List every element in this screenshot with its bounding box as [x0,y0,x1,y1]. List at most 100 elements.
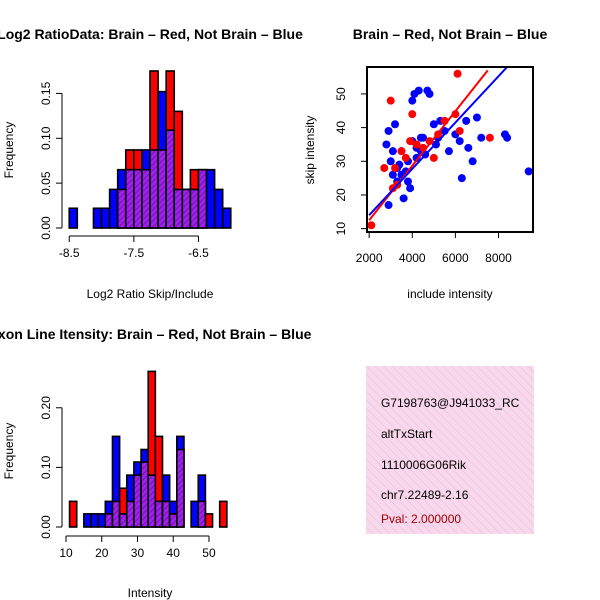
x-tick-label: -6.5 [188,246,209,260]
x-tick-label: 30 [131,546,145,560]
ratio-title: Log2 RatioData: Brain – Red, Not Brain –… [0,26,303,42]
hist-overlap-bar [189,188,200,229]
scatter-point [412,140,421,149]
hist-overlap-bar [140,461,150,528]
x-tick-label: 20 [95,546,109,560]
intensity-bars [68,370,228,528]
y-tick-label: 20 [334,188,348,202]
scatter-point [388,170,397,179]
y-tick-label: 0.10 [39,455,53,479]
scatter-point [429,153,438,162]
scatter-point [485,133,494,142]
scatter-point [451,110,460,119]
hist-overlap-bar [197,500,207,528]
hist-overlap-bar [157,149,167,229]
hist-bar [221,207,232,229]
intensity-axes: 10 20 30 40 50 0.00 0.10 0.20 [39,396,216,560]
hist-bar [108,188,119,229]
scatter-point [391,164,400,173]
scatter-frame [366,66,534,233]
hist-overlap-bar [133,168,143,229]
info-box: G7198763@J941033_RC altTxStart 1110006G0… [366,366,534,534]
ratio-ylabel: Frequency [2,122,16,179]
x-tick-label: 40 [167,546,181,560]
hist-bar [68,207,79,229]
y-tick-label: 0.10 [39,126,53,150]
scatter-point [425,137,434,146]
y-tick-label: 30 [334,154,348,168]
scatter-point [472,113,481,122]
hist-overlap-bar [176,448,185,528]
x-tick-label: 50 [202,546,216,560]
hist-overlap-bar [116,188,127,229]
scatter-point [401,153,410,162]
hist-overlap-bar [168,513,178,528]
regression-line [368,67,508,216]
info-pval: Pval: 2.000000 [381,512,461,526]
scatter-plot: Brain – Red, Not Brain – Blue 2000 4000 60… [303,26,547,301]
hist-overlap-bar [125,500,135,528]
hist-overlap-bar [104,513,114,528]
hist-bar [190,500,200,528]
hist-bar [205,168,216,229]
y-tick-label: 0.20 [39,396,53,420]
ratio-bars [68,70,232,229]
x-tick-label: 4000 [399,251,426,265]
scatter-point [455,137,464,146]
y-tick-label: 40 [334,121,348,135]
scatter-point [464,143,473,152]
info-gene-name: 1110006G06Rik [381,458,467,472]
scatter-point [384,126,393,135]
hist-overlap-bar [111,500,121,528]
hist-overlap-bar [154,500,164,528]
hist-bar [97,513,107,528]
hist-bar [90,513,99,528]
scatter-point [386,157,395,166]
scatter-point [477,133,486,142]
scatter-point [444,147,453,156]
scatter-point [455,126,464,135]
x-tick-label: -8.5 [59,246,80,260]
hist-overlap-bar [197,168,208,229]
y-tick-label: 50 [334,87,348,101]
scatter-point [406,184,415,193]
scatter-point [406,137,415,146]
hist-bar [92,207,103,229]
x-tick-label: 2000 [356,251,383,265]
info-clip-mask [534,366,600,534]
scatter-point [453,69,462,78]
ratio-xlabel: Log2 Ratio Skip/Include [87,287,214,301]
hist-bar [218,500,228,528]
scatter-point [403,177,412,186]
intensity-ylabel: Frequency [2,423,16,480]
intensity-histogram: Exon Line Itensity: Brain – Red, Not Bra… [0,326,312,600]
hist-bar [100,207,111,229]
scatter-point [399,194,408,203]
scatter-point [414,86,423,95]
hist-bar [213,188,224,229]
scatter-title: Brain – Red, Not Brain – Blue [353,26,548,42]
x-tick-label: 6000 [442,251,469,265]
hist-bar [83,513,92,528]
scatter-point [524,167,533,176]
scatter-axes: 2000 4000 6000 8000 10 20 30 40 50 [334,87,512,265]
y-tick-label: 0.00 [39,515,53,539]
scatter-point [457,174,466,183]
x-tick-label: 10 [59,546,73,560]
hist-overlap-bar [133,474,142,528]
scatter-point [503,133,512,142]
hist-overlap-bar [173,188,184,229]
hist-bar [204,513,214,528]
scatter-point [382,140,391,149]
hist-bar [68,500,78,528]
scatter-point [388,147,397,156]
info-background [366,366,534,534]
hist-overlap-bar [147,474,157,528]
intensity-xlabel: Intensity [128,586,173,600]
scatter-point [367,221,376,230]
scatter-point [380,164,389,173]
hist-overlap-bar [141,168,151,229]
scatter-point [468,157,477,166]
y-tick-label: 0.15 [39,81,53,105]
